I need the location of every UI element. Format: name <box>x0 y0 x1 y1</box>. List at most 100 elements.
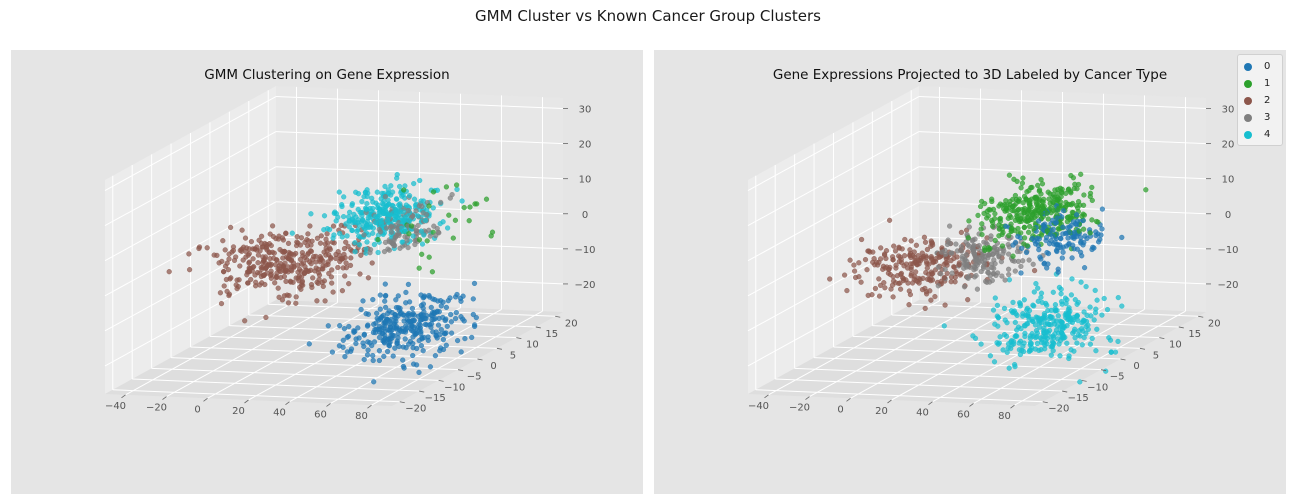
series-3-point <box>979 232 985 238</box>
series-0-point <box>870 249 876 255</box>
x-tick-mark <box>367 404 372 409</box>
series-1-point <box>226 291 233 297</box>
series-3-point <box>997 218 1004 224</box>
series-0-point <box>470 296 476 302</box>
series-1-point <box>283 278 289 285</box>
series-2-point <box>1092 310 1099 316</box>
series-2-point <box>1081 309 1087 315</box>
series-2-point <box>411 196 418 202</box>
series-0-point <box>928 297 934 303</box>
series-2-point <box>1018 326 1024 332</box>
series-4-point <box>1054 248 1060 255</box>
series-0-point <box>865 248 871 254</box>
series-2-point <box>350 220 356 226</box>
series-2-point <box>359 199 365 205</box>
legend-item-3: 3 <box>1238 109 1282 126</box>
series-3-point <box>1031 225 1037 232</box>
series-1-point <box>250 256 256 262</box>
series-1-point <box>255 260 261 266</box>
series-1-point <box>298 235 305 241</box>
series-1-point <box>347 262 354 269</box>
series-4-point <box>1080 218 1086 224</box>
series-3-point <box>1066 201 1072 208</box>
series-2-point <box>445 225 451 231</box>
series-2-point <box>347 209 353 215</box>
figure-title: GMM Cluster vs Known Cancer Group Cluste… <box>475 7 821 25</box>
series-1-point <box>323 245 329 251</box>
series-4-point <box>426 203 432 209</box>
series-1-point <box>938 271 944 277</box>
right-3d-scatter-panel: Gene Expressions Projected to 3D Labeled… <box>654 50 1286 494</box>
series-3-point <box>1024 243 1031 249</box>
series-3-point <box>426 227 432 233</box>
series-2-point <box>333 218 339 224</box>
x-tick-mark <box>1010 404 1015 409</box>
series-2-point <box>1003 333 1010 339</box>
y-tick-label: 20 <box>1208 318 1221 329</box>
series-0-point <box>429 317 435 323</box>
series-0-point <box>421 334 427 341</box>
series-3-point <box>419 203 425 210</box>
tick-labels: −40 −20 0 20 40 60 80−20−15−10−505101520−20−10… <box>105 105 596 423</box>
series-0-point <box>941 275 948 281</box>
series-0-point <box>382 281 388 287</box>
series-0-point <box>965 297 971 303</box>
series-0-point <box>420 348 426 354</box>
series-0-point <box>458 298 464 304</box>
series-2-point <box>1083 284 1089 290</box>
series-0-point <box>422 321 428 328</box>
series-0-point <box>361 343 367 350</box>
y-tick-label: −20 <box>1048 404 1069 415</box>
series-3-point <box>1026 229 1032 235</box>
y-tick-mark <box>419 390 425 393</box>
series-1-point <box>259 266 265 272</box>
legend-item-4: 4 <box>1238 126 1282 143</box>
series-2-point <box>1022 330 1028 337</box>
series-0-point <box>438 298 444 304</box>
series-1-point <box>255 252 262 258</box>
series-3-point <box>992 216 998 222</box>
series-2-point <box>394 214 400 220</box>
series-0-point <box>928 238 934 244</box>
series-3-point <box>412 241 418 248</box>
series-4-point <box>1036 247 1042 253</box>
series-0-point <box>443 304 450 311</box>
series-4-point <box>408 223 415 229</box>
series-1-point <box>286 293 292 299</box>
series-0-point <box>443 342 449 348</box>
z-tick-label: 0 <box>1225 210 1231 221</box>
series-1-point <box>254 244 260 250</box>
series-0-point <box>899 260 905 266</box>
series-2-point <box>1071 348 1077 354</box>
series-4-point <box>430 189 437 195</box>
series-0-point <box>416 369 422 376</box>
series-0-point <box>952 279 958 285</box>
legend-label-4: 4 <box>1264 129 1271 140</box>
series-3-point <box>361 232 367 238</box>
y-grid-line <box>171 357 459 371</box>
series-2-point <box>359 212 365 219</box>
series-1-point <box>971 252 978 258</box>
series-2-point <box>1099 312 1105 318</box>
y-tick-mark <box>477 358 483 361</box>
y-tick-mark <box>1100 369 1107 372</box>
y-tick-mark <box>516 337 522 340</box>
series-2-point <box>415 213 421 219</box>
series-3-point <box>415 222 421 229</box>
series-2-point <box>1094 326 1100 332</box>
series-0-point <box>360 298 366 304</box>
series-0-point <box>929 257 935 263</box>
series-2-point <box>1033 328 1040 334</box>
series-0-point <box>932 294 938 300</box>
series-0-point <box>348 346 355 352</box>
series-1-point <box>317 240 324 246</box>
y-grid-line <box>132 378 420 392</box>
series-1-point <box>259 233 265 239</box>
series-3-point <box>388 223 394 229</box>
series-2-point <box>352 249 358 255</box>
z-grid-line <box>918 166 1207 180</box>
series-0-point <box>364 352 371 358</box>
series-0-point <box>391 333 397 339</box>
z-tick-label: 10 <box>579 175 592 186</box>
series-1-point <box>289 251 295 257</box>
